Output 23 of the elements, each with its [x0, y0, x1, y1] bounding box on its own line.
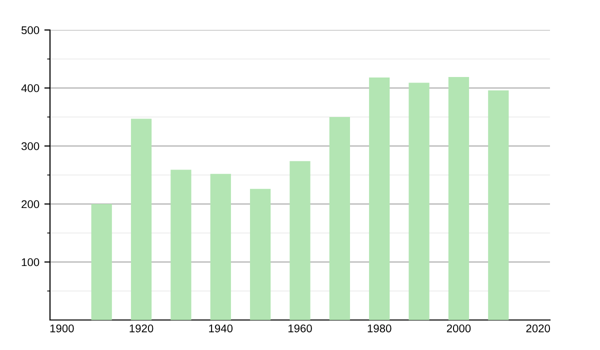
- x-tick-label: 1960: [288, 324, 312, 332]
- bar: [448, 76, 470, 320]
- bar: [290, 161, 310, 320]
- y-tick-label: 500: [21, 26, 40, 34]
- y-tick-label: 300: [21, 142, 40, 150]
- x-tick-label: 1980: [368, 324, 392, 332]
- bar: [329, 117, 350, 320]
- x-tick-label: 2000: [446, 324, 471, 332]
- bar: [130, 118, 152, 320]
- bar: [91, 204, 112, 320]
- bar: [488, 90, 509, 320]
- y-tick-label: 400: [21, 84, 40, 92]
- x-tick-label: 1900: [50, 324, 74, 332]
- bar: [250, 188, 271, 320]
- x-tick-label: 2020: [526, 324, 550, 332]
- x-tick-label: 1940: [209, 324, 233, 332]
- bar: [170, 170, 192, 320]
- bar: [369, 78, 390, 320]
- bar: [408, 82, 430, 320]
- bar: [210, 174, 231, 320]
- y-tick-label: 100: [22, 258, 40, 266]
- y-tick-label: 200: [22, 200, 40, 208]
- x-tick-label: 1920: [130, 324, 154, 332]
